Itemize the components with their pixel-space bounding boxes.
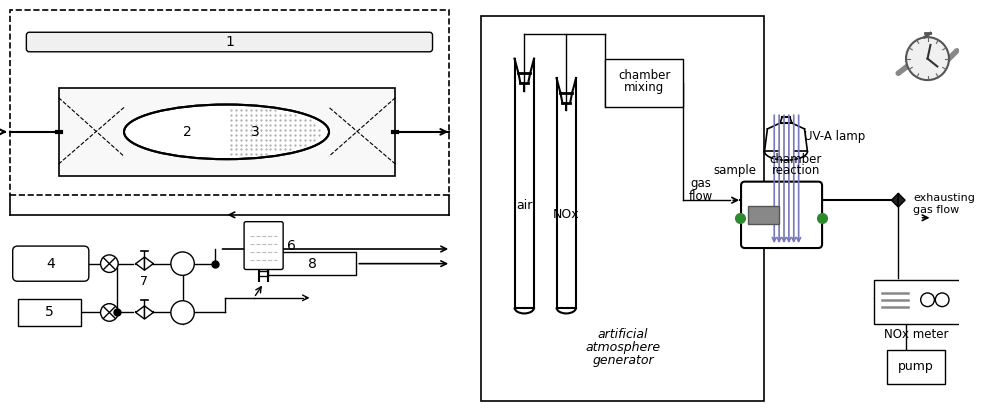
- Polygon shape: [144, 306, 153, 319]
- Circle shape: [171, 252, 194, 275]
- Circle shape: [921, 293, 934, 307]
- Circle shape: [100, 304, 118, 321]
- Text: 8: 8: [308, 257, 317, 271]
- Polygon shape: [136, 306, 144, 319]
- Text: air: air: [517, 198, 532, 212]
- Circle shape: [935, 293, 949, 307]
- Text: UV-A lamp: UV-A lamp: [804, 130, 865, 143]
- Text: 7: 7: [140, 275, 148, 288]
- Text: chamber: chamber: [619, 69, 671, 82]
- Bar: [481, 16, 764, 401]
- Polygon shape: [899, 193, 905, 207]
- Polygon shape: [136, 257, 144, 270]
- Bar: [59, 88, 396, 176]
- Text: sample: sample: [714, 164, 757, 177]
- Bar: [887, 349, 945, 384]
- Text: 3: 3: [251, 125, 260, 139]
- Bar: [874, 280, 959, 324]
- FancyBboxPatch shape: [27, 32, 432, 52]
- Text: gas: gas: [690, 177, 711, 190]
- Text: mixing: mixing: [625, 82, 665, 94]
- Bar: [748, 206, 779, 224]
- Bar: [18, 299, 82, 326]
- FancyBboxPatch shape: [13, 246, 88, 281]
- Text: 2: 2: [183, 125, 191, 139]
- Text: exhausting: exhausting: [913, 193, 975, 203]
- Text: atmosphere: atmosphere: [585, 341, 661, 354]
- Bar: [605, 59, 683, 107]
- Text: NOx: NOx: [553, 208, 579, 221]
- Text: artificial: artificial: [598, 328, 648, 342]
- Text: gas flow: gas flow: [913, 205, 959, 215]
- Ellipse shape: [124, 104, 329, 159]
- Text: reaction: reaction: [772, 164, 820, 177]
- FancyBboxPatch shape: [741, 182, 822, 248]
- Text: flow: flow: [689, 190, 713, 203]
- Circle shape: [171, 301, 194, 324]
- Polygon shape: [892, 193, 899, 207]
- Circle shape: [100, 255, 118, 272]
- Polygon shape: [144, 257, 153, 270]
- Text: chamber: chamber: [770, 153, 822, 166]
- Text: 5: 5: [44, 305, 53, 319]
- Text: 1: 1: [225, 35, 234, 49]
- Text: NOx meter: NOx meter: [884, 328, 948, 342]
- Bar: [10, 10, 449, 195]
- FancyBboxPatch shape: [245, 222, 283, 270]
- Text: 6: 6: [287, 239, 296, 253]
- Text: generator: generator: [592, 354, 654, 367]
- Circle shape: [906, 37, 949, 80]
- Bar: [268, 252, 356, 275]
- Text: pump: pump: [898, 360, 934, 373]
- Text: 4: 4: [46, 257, 55, 271]
